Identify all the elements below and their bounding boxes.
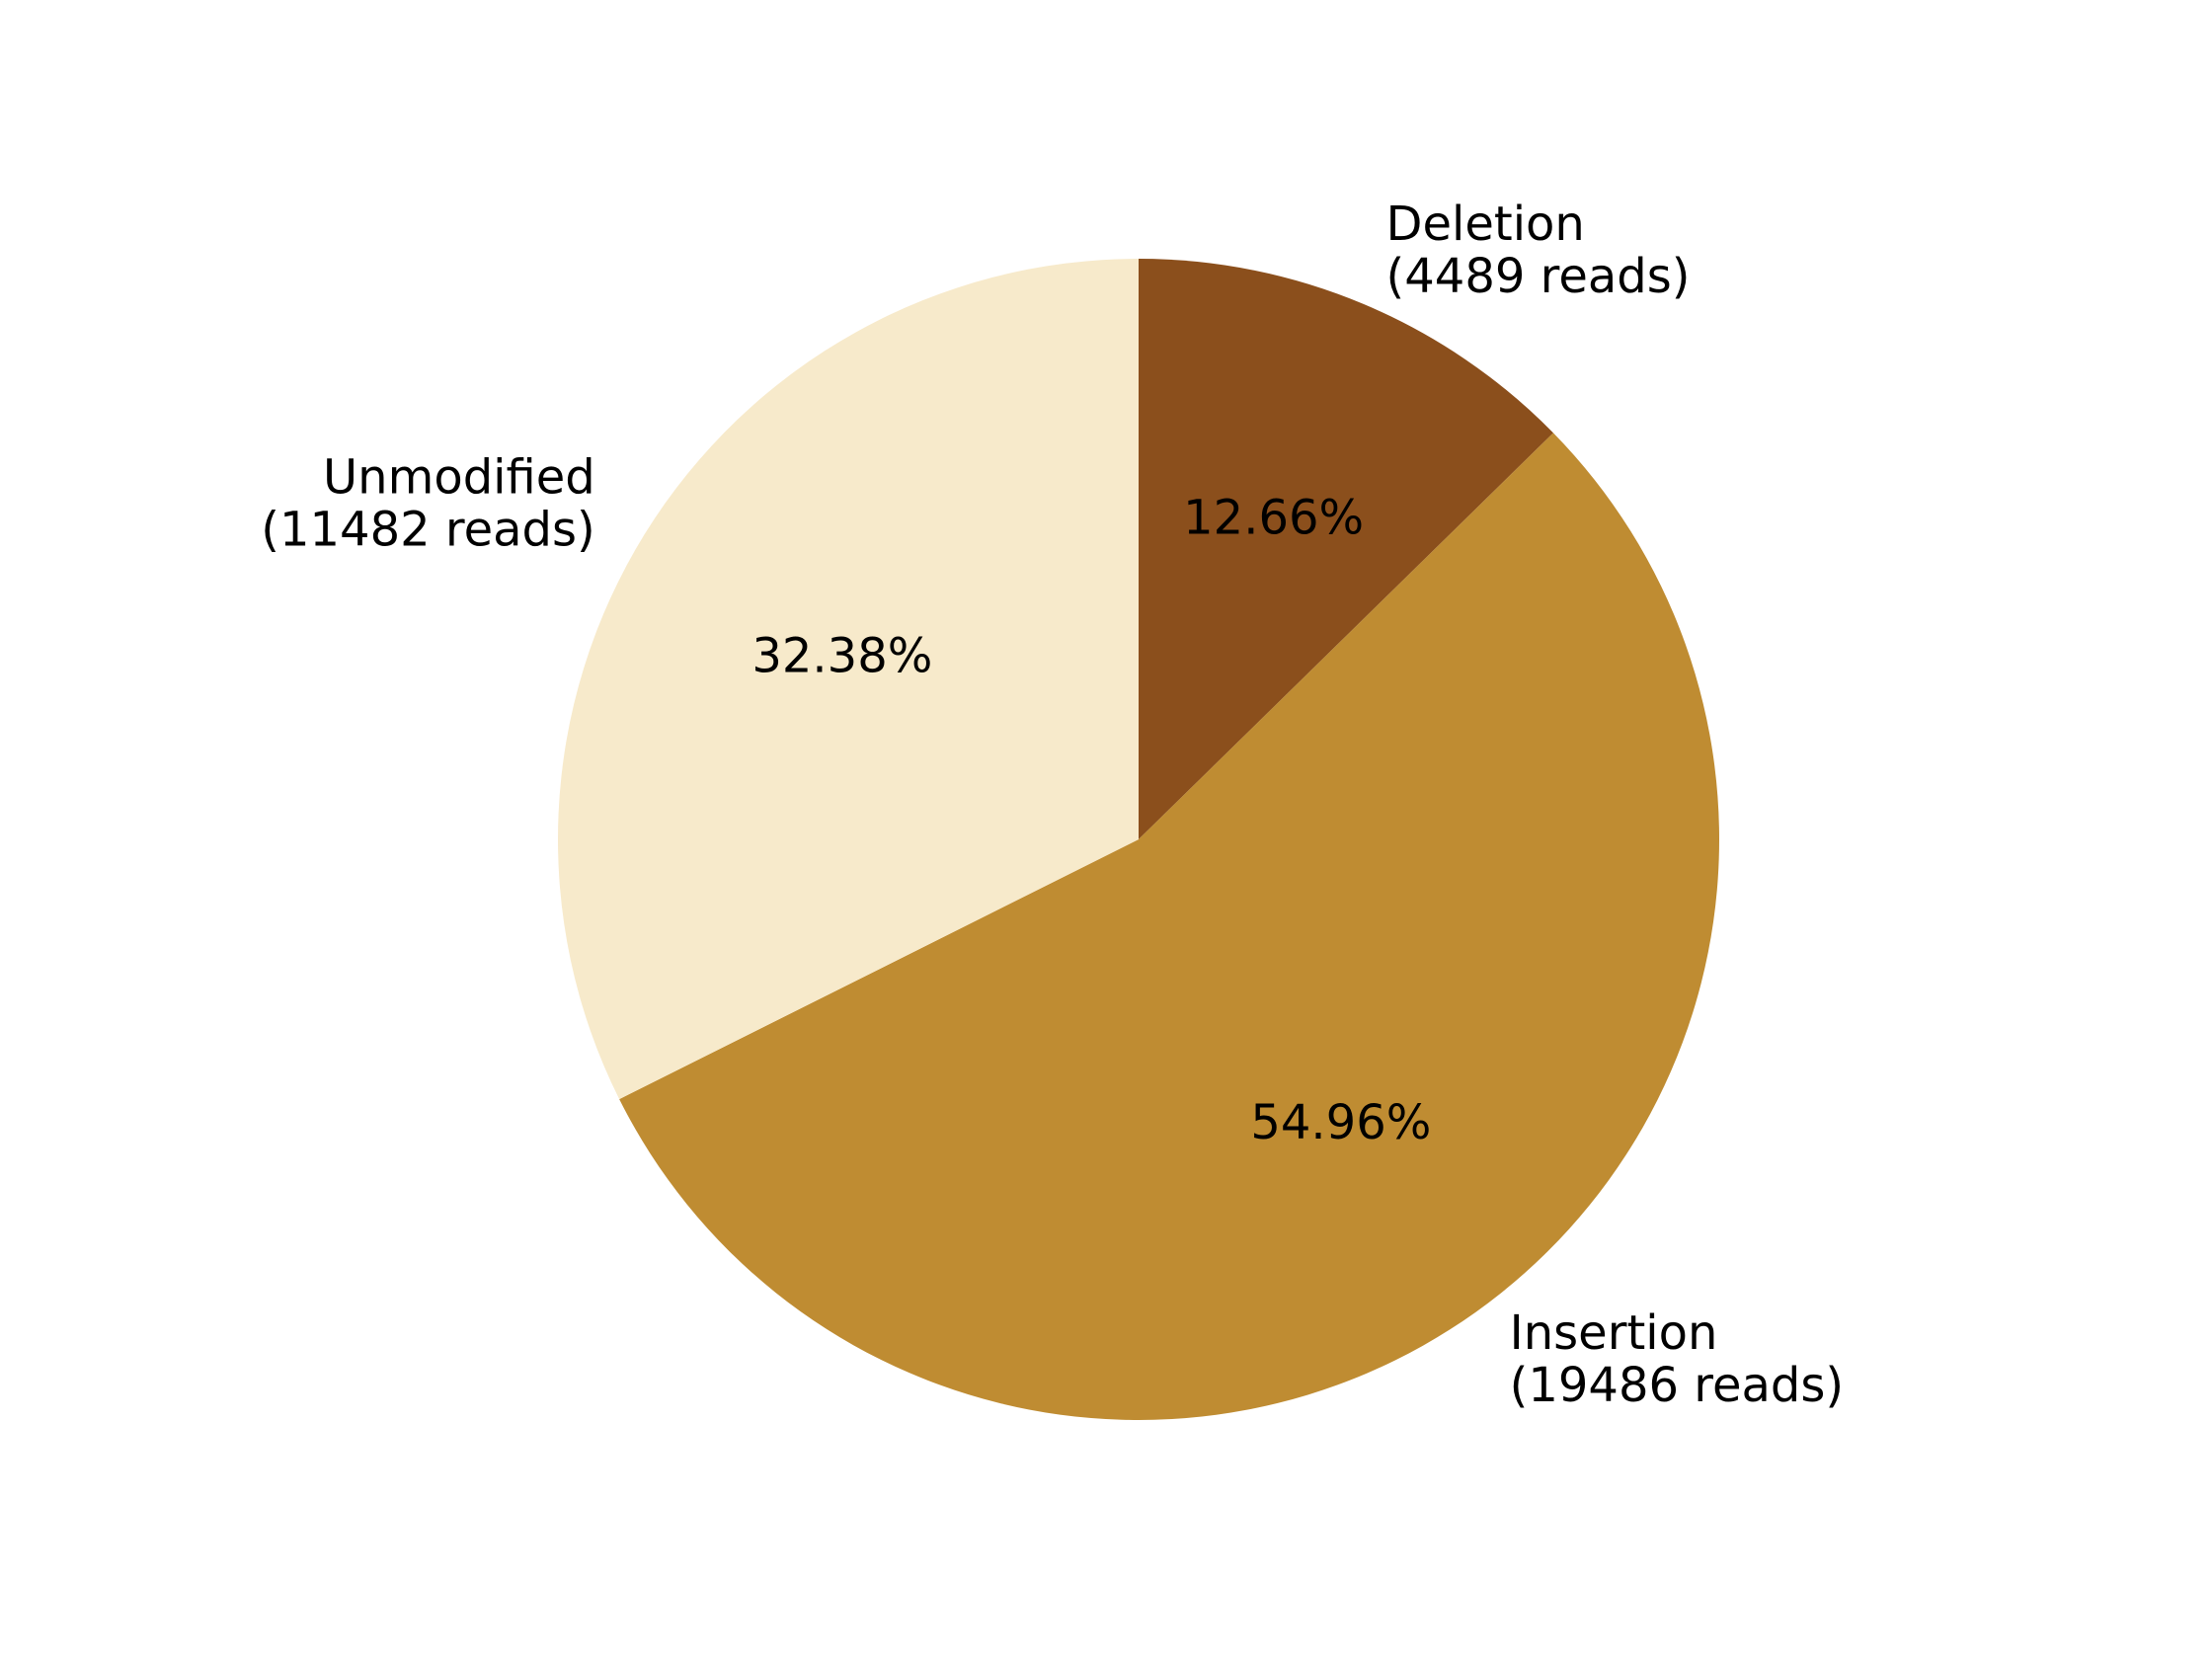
pie-percent-label-unmodified: 32.38% <box>751 629 932 684</box>
pie-category-reads: (4489 reads) <box>1386 249 1691 304</box>
pie-category-name: Deletion <box>1386 197 1585 252</box>
labels-layer: 12.66% Deletion (4489 reads) 54.96% Insertio… <box>261 197 1844 1413</box>
pie-category-label-unmodified: Unmodified (11482 reads) <box>261 450 595 558</box>
pie-category-label-deletion: Deletion (4489 reads) <box>1386 197 1691 304</box>
pie-category-reads: (11482 reads) <box>261 503 595 558</box>
pie-slice-insertion <box>619 433 1720 1421</box>
pie-percent-label-insertion: 54.96% <box>1250 1095 1431 1150</box>
pie-category-name: Insertion <box>1510 1305 1718 1361</box>
slices-layer <box>558 259 1720 1421</box>
pie-percent-label-deletion: 12.66% <box>1183 491 1364 546</box>
pie-category-reads: (19486 reads) <box>1510 1358 1845 1413</box>
pie-category-name: Unmodified <box>323 450 595 506</box>
pie-slice-unmodified <box>558 259 1139 1100</box>
pie-category-label-insertion: Insertion (19486 reads) <box>1510 1305 1845 1413</box>
pie-slice-deletion <box>1139 259 1553 839</box>
